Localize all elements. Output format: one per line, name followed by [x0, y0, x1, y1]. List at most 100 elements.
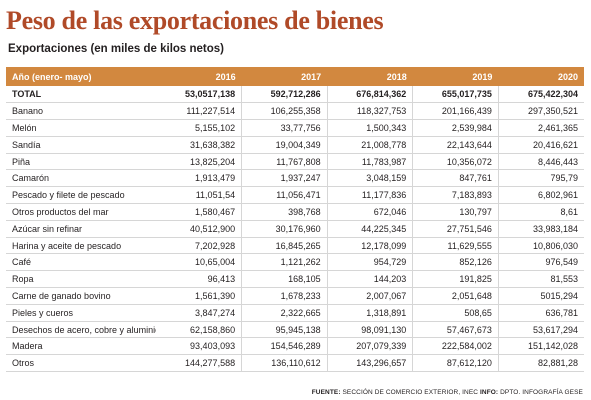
table-row: Pescado y filete de pescado 11,051,54 11,0…: [6, 186, 584, 205]
table-cell: 144,203: [326, 270, 413, 289]
table-cell: 1,937,247: [241, 169, 328, 188]
row-label: Otros productos del mar: [6, 203, 156, 221]
header-year-2020: 2020: [498, 67, 584, 86]
table-cell: 1,913,479: [156, 169, 242, 188]
table-cell: 7,202,928: [156, 237, 242, 255]
header-year-2019: 2019: [412, 67, 499, 86]
table-cell: 30,176,960: [241, 220, 328, 238]
table-cell: 2,322,665: [241, 304, 328, 322]
table-cell: 93,403,093: [156, 337, 242, 356]
row-label: Camarón: [6, 169, 156, 188]
exports-table: Año (enero- mayo) 2016 2017 2018 2019 20…: [6, 67, 584, 373]
table-cell: 672,046: [326, 203, 413, 221]
table-cell: 44,225,345: [326, 220, 413, 238]
table-cell: 21,008,778: [326, 136, 413, 154]
table-cell: 98,091,130: [326, 321, 413, 339]
header-year-2017: 2017: [241, 67, 328, 86]
row-label: Carne de ganado bovino: [6, 287, 156, 305]
table-cell: 106,255,358: [241, 102, 328, 121]
table-cell: 5015,294: [497, 287, 584, 305]
row-label: Otros: [6, 354, 156, 373]
table-cell: 11,051,54: [156, 186, 242, 205]
table-header-row: Año (enero- mayo) 2016 2017 2018 2019 20…: [6, 67, 584, 86]
table-body: TOTAL 53,0517,138 592,712,286 676,814,36…: [6, 86, 584, 373]
table-cell: 1,678,233: [241, 287, 328, 305]
table-cell: 1,500,343: [326, 119, 413, 137]
info-text: DPTO. INFOGRAFÍA GESE: [500, 389, 583, 396]
table-cell: 144,277,588: [156, 354, 242, 373]
table-cell: 31,638,382: [156, 136, 242, 154]
table-row: Café 10,65,004 1,121,262 954,729 852,126 976,…: [6, 253, 584, 272]
table-cell: 11,767,808: [241, 153, 328, 171]
total-cell: 675,422,304: [497, 86, 584, 104]
row-label: Banano: [6, 102, 156, 121]
table-row: Carne de ganado bovino 1,561,390 1,678,233…: [6, 287, 584, 305]
table-cell: 976,549: [497, 253, 584, 272]
table-cell: 10,65,004: [156, 253, 242, 272]
table-cell: 8,61: [497, 203, 584, 221]
table-subtitle: Exportaciones (en miles de kilos netos): [8, 43, 225, 55]
table-cell: 154,546,289: [241, 337, 328, 356]
table-row: Otros 144,277,588 136,110,612 143,296,657 87…: [6, 354, 584, 373]
table-cell: 2,007,067: [326, 287, 413, 305]
table-cell: 847,761: [412, 169, 499, 188]
table-cell: 111,227,514: [156, 102, 242, 121]
table-row: Madera 93,403,093 154,546,289 207,079,339 22…: [6, 337, 584, 356]
row-label: Ropa: [6, 270, 156, 289]
table-cell: 11,056,471: [241, 186, 328, 205]
table-cell: 508,65: [412, 304, 499, 322]
total-cell: 53,0517,138: [156, 86, 242, 104]
table-cell: 27,751,546: [412, 220, 499, 238]
table-row: Azúcar sin refinar 40,512,900 30,176,960 44…: [6, 220, 584, 238]
table-cell: 8,446,443: [497, 153, 584, 171]
table-cell: 12,178,099: [326, 237, 413, 255]
row-label: Melón: [6, 119, 156, 137]
table-cell: 20,416,621: [497, 136, 584, 154]
total-cell: 676,814,362: [326, 86, 413, 104]
table-cell: 1,318,891: [326, 304, 413, 322]
table-cell: 398,768: [241, 203, 328, 221]
table-row: Sandía 31,638,382 19,004,349 21,008,778 22,1…: [6, 136, 584, 154]
table-row: Banano 111,227,514 106,255,358 118,327,753 2…: [6, 102, 584, 121]
table-cell: 33,77,756: [241, 119, 328, 137]
table-row: Piña 13,825,204 11,767,808 11,783,987 10,356…: [6, 153, 584, 171]
table-row: Pieles y cueros 3,847,274 2,322,665 1,318,8…: [6, 304, 584, 322]
table-row: Melón 5,155,102 33,77,756 1,500,343 2,539,98…: [6, 119, 584, 137]
table-cell: 22,143,644: [412, 136, 499, 154]
header-year-2018: 2018: [327, 67, 413, 86]
table-cell: 143,296,657: [326, 354, 413, 373]
table-cell: 81,553: [497, 270, 584, 289]
table-cell: 11,783,987: [326, 153, 413, 171]
total-label: TOTAL: [6, 86, 156, 104]
table-cell: 53,617,294: [497, 321, 584, 339]
table-cell: 201,166,439: [412, 102, 499, 121]
table-cell: 3,048,159: [326, 169, 413, 188]
row-label: Sandía: [6, 136, 156, 154]
table-cell: 795,79: [497, 169, 584, 188]
table-cell: 40,512,900: [156, 220, 242, 238]
table-cell: 222,584,002: [412, 337, 499, 356]
table-cell: 136,110,612: [241, 354, 328, 373]
table-cell: 191,825: [412, 270, 499, 289]
table-cell: 62,158,860: [156, 321, 242, 339]
source-label: FUENTE:: [311, 389, 341, 396]
total-cell: 592,712,286: [241, 86, 328, 104]
table-cell: 6,802,961: [497, 186, 584, 205]
table-cell: 11,177,836: [326, 186, 413, 205]
table-cell: 95,945,138: [241, 321, 328, 339]
table-row: Otros productos del mar 1,580,467 398,768 6…: [6, 203, 584, 221]
table-cell: 1,561,390: [156, 287, 242, 305]
table-cell: 1,121,262: [241, 253, 328, 272]
total-cell: 655,017,735: [412, 86, 499, 104]
table-row: Harina y aceite de pescado 7,202,928 16,84…: [6, 237, 584, 255]
table-cell: 168,105: [241, 270, 328, 289]
row-label: Harina y aceite de pescado: [6, 237, 156, 255]
table-cell: 5,155,102: [156, 119, 242, 137]
header-period-label: Año (enero- mayo): [6, 67, 156, 86]
table-cell: 10,356,072: [412, 153, 499, 171]
table-cell: 16,845,265: [241, 237, 328, 255]
source-text: SECCIÓN DE COMERCIO EXTERIOR, INEC: [342, 389, 479, 396]
table-row: Ropa 96,413 168,105 144,203 191,825 81,553: [6, 270, 584, 289]
table-cell: 33,983,184: [497, 220, 584, 238]
row-label: Desechos de acero, cobre y aluminio: [6, 321, 156, 339]
